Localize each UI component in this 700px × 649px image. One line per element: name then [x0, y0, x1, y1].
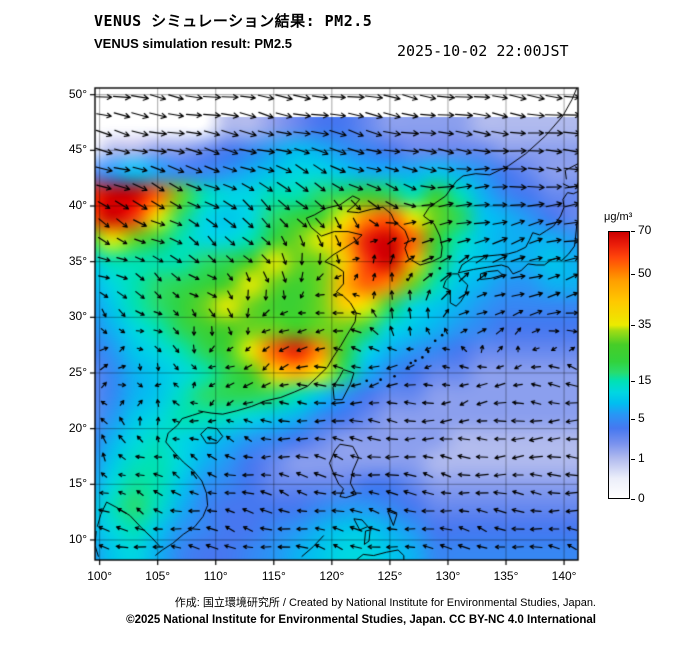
colorbar-tick-label: 5 [638, 410, 645, 425]
y-axis-tick-label: 35° [68, 253, 87, 268]
y-axis-tick-label: 45° [68, 142, 87, 157]
y-axis-tick-label: 10° [68, 531, 87, 546]
page-title-japanese: VENUS シミュレーション結果: PM2.5 [94, 12, 373, 30]
colorbar-tick-mark [631, 458, 635, 460]
colorbar-tick-mark [631, 324, 635, 326]
y-axis-tick-label: 40° [68, 198, 87, 212]
colorbar-tick-label: 70 [638, 223, 652, 237]
colorbar-tick-mark [631, 499, 635, 500]
credit-line: 作成: 国立環境研究所 / Created by National Instit… [174, 597, 596, 609]
footer: 作成: 国立環境研究所 / Created by National Instit… [16, 595, 596, 629]
x-axis-tick-label: 140° [551, 569, 577, 583]
y-axis-tick-label: 50° [68, 86, 87, 101]
colorbar-tick-label: 1 [638, 450, 645, 465]
copyright-line: ©2025 National Institute for Environment… [126, 614, 596, 626]
x-axis-tick-label: 115° [261, 569, 286, 583]
y-axis-tick-label: 25° [68, 364, 87, 379]
x-axis-tick-label: 100° [87, 569, 113, 583]
y-axis-tick-label: 20° [68, 420, 87, 435]
colorbar-tick-mark [631, 381, 635, 383]
x-axis-tick-label: 130° [435, 569, 461, 583]
colorbar-unit-label: μg/m³ [604, 211, 633, 223]
timestamp: 2025-10-02 22:00JST [397, 42, 569, 60]
colorbar-tick-mark [631, 231, 635, 232]
x-axis-tick-label: 125° [377, 569, 403, 583]
x-axis-tick-label: 105° [145, 569, 171, 583]
colorbar-tick-label: 35 [638, 316, 652, 331]
colorbar-tick-label: 50 [638, 265, 652, 280]
colorbar [608, 231, 630, 499]
x-axis-tick-label: 120° [319, 569, 345, 583]
x-axis-tick-label: 110° [203, 569, 228, 583]
y-axis-tick-label: 30° [68, 309, 87, 324]
colorbar-tick-mark [631, 418, 635, 420]
page-title-english: VENUS simulation result: PM2.5 [94, 36, 292, 51]
y-axis-tick-label: 15° [68, 476, 87, 491]
colorbar-tick-label: 0 [638, 491, 645, 505]
colorbar-tick-mark [631, 273, 635, 275]
x-axis-tick-label: 135° [493, 569, 519, 583]
colorbar-tick-label: 15 [638, 373, 652, 388]
